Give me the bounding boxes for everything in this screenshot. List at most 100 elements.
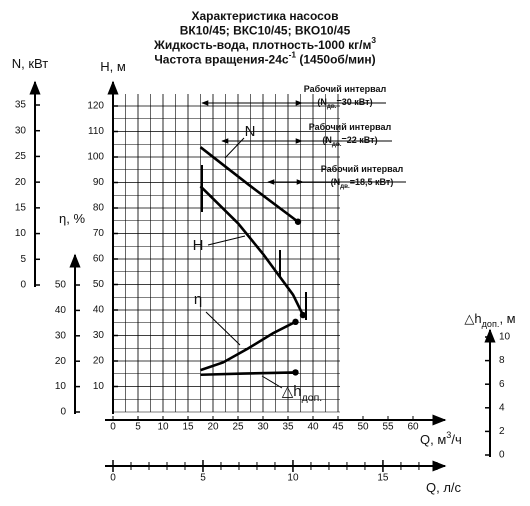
annotation-part: (N [322,135,332,145]
x-tick-label: 55 [382,422,394,433]
x-tick-label: 30 [257,422,269,433]
h-tick-label: 40 [93,305,105,316]
x-axis-label-part: Q, м [420,432,446,447]
x2-tick-label: 10 [287,473,299,484]
eta-tick-label: 50 [55,280,67,291]
x-tick-label: 0 [110,422,116,433]
title-line: Характеристика насосов [191,9,338,23]
annotation-part: Рабочий интервал [304,84,387,94]
x-tick-label: 15 [182,422,194,433]
x-axis-label: Q, м3/ч [420,430,462,447]
annotation: Рабочий интервал [309,122,392,132]
annotation: (Nдв.=18,5 кВт) [331,177,394,190]
title-line-part: -1 [289,50,297,60]
x-tick-label: 5 [135,422,141,433]
curve-label-part: доп. [302,392,323,404]
dh-tick-label: 2 [499,426,505,437]
interval-lines [201,100,406,389]
h-tick-label: 100 [87,152,104,163]
annotation: (Nдв.=22 кВт) [322,135,377,148]
curve-label-part: η [194,291,202,308]
n-tick-label: 35 [15,100,27,111]
dh-axis-label-part: доп. [482,319,500,329]
eta-tick-label: 0 [60,407,66,418]
n-tick-label: 15 [15,202,27,213]
x-tick-label: 10 [157,422,169,433]
annotation: Рабочий интервал [304,84,387,94]
title-line-part: Жидкость-вода, плотность-1000 кг/м [153,38,371,52]
h-tick-label: 110 [88,126,104,137]
h-tick-label: 120 [87,101,104,112]
curve-label: N [245,123,256,140]
title-line: Частота вращения-24с-1 (1450об/мин) [154,50,375,67]
h-tick-label: 80 [93,203,105,214]
x2-tick-label: 0 [110,473,116,484]
dh-axis-label-part: , м [499,311,515,326]
x-tick-label: 50 [357,422,369,433]
h-axis-label: H, м [100,59,126,74]
annotation-part: дв. [327,103,337,110]
title-line-part: ВК10/45; ВКС10/45; ВКО10/45 [180,24,351,38]
x-tick-label: 40 [307,422,319,433]
n-tick-label: 10 [15,228,27,239]
eta-axis-label-part: η, % [59,211,85,226]
title-line: Жидкость-вода, плотность-1000 кг/м3 [153,35,376,52]
x-axis-label-part: 3 [446,430,451,440]
dh-tick-label: 0 [499,450,505,461]
h-tick-label: 20 [93,356,105,367]
annotation: (Nдв.=30 кВт) [317,97,372,110]
x2-axis-label-part: Q, л/с [426,480,462,495]
dh-tick-label: 4 [499,402,505,413]
n-axis-label-part: N, кВт [12,56,49,71]
dh-tick-label: 8 [499,355,505,366]
curve-label-part: △h [282,383,302,400]
curve-label: H [193,237,204,254]
h-tick-label: 90 [93,177,105,188]
x2-axis-label: Q, л/с [426,480,462,495]
annotation-part: =22 кВт) [342,135,378,145]
title-line-part: (1450об/мин) [296,53,376,67]
dh-tick-label: 10 [499,332,511,343]
x-tick-label: 25 [232,422,244,433]
curve-label-part: N [245,123,256,140]
curve [199,146,299,223]
annotation-part: дв. [340,183,350,190]
curve [200,320,297,372]
annotation-part: (N [331,177,341,187]
h-tick-label: 50 [93,279,105,290]
n-tick-label: 25 [15,151,27,162]
title-line-part: Характеристика насосов [191,9,338,23]
h-tick-label: 70 [93,228,105,239]
annotation-part: (N [317,97,327,107]
end-marker [294,218,302,225]
x-axis-label-part: /ч [451,432,461,447]
x-tick-label: 45 [332,422,344,433]
n-tick-label: 20 [15,177,27,188]
curve-label-part: H [193,237,204,254]
x-tick-label: 35 [282,422,294,433]
title-line-part: 3 [371,35,376,45]
annotation-part: =18,5 кВт) [350,177,394,187]
curve-label: η [194,291,202,308]
eta-tick-label: 40 [55,305,67,316]
dh-axis-label: △hдоп., м [464,311,515,329]
annotation-part: =30 кВт) [337,97,373,107]
end-marker [292,369,299,376]
n-tick-label: 5 [20,254,26,265]
end-marker [292,318,299,326]
annotation-part: дв. [332,141,342,148]
annotation-part: Рабочий интервал [321,164,404,174]
x2-tick-label: 5 [200,473,206,484]
eta-tick-label: 20 [55,356,67,367]
dh-tick-label: 6 [499,379,505,390]
eta-tick-label: 10 [55,381,67,392]
dh-axis-label-part: △h [464,311,481,326]
h-tick-label: 10 [93,381,105,392]
h-axis-label-part: H, м [100,59,126,74]
x2-tick-label: 15 [377,473,389,484]
h-tick-label: 30 [93,330,105,341]
h-tick-label: 60 [93,254,105,265]
annotation-part: Рабочий интервал [309,122,392,132]
